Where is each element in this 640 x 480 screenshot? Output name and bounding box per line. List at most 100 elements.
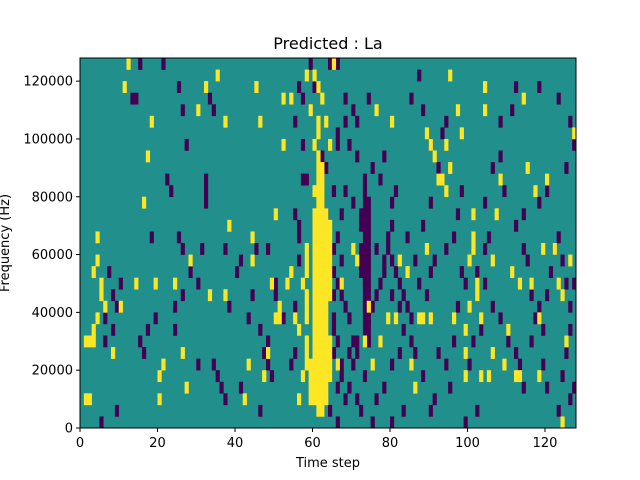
high-cell xyxy=(157,370,162,383)
low-cell xyxy=(366,92,371,105)
low-cell xyxy=(514,347,519,359)
low-cell xyxy=(370,162,375,174)
x-tick-label: 0 xyxy=(76,436,84,451)
high-cell xyxy=(316,358,321,371)
high-cell xyxy=(157,393,162,406)
low-cell xyxy=(114,404,120,417)
high-cell xyxy=(87,393,92,406)
high-cell xyxy=(258,115,263,128)
low-cell xyxy=(545,289,550,302)
high-cell xyxy=(328,277,333,290)
high-cell xyxy=(463,347,468,359)
high-cell xyxy=(312,347,317,359)
low-cell xyxy=(362,323,368,336)
high-cell xyxy=(436,173,441,186)
high-cell xyxy=(328,219,333,232)
high-cell xyxy=(328,289,333,302)
high-cell xyxy=(277,300,282,313)
high-cell xyxy=(428,312,433,325)
high-cell xyxy=(328,138,333,151)
low-cell xyxy=(355,393,360,406)
high-cell xyxy=(355,254,360,267)
low-cell xyxy=(490,300,495,313)
low-cell xyxy=(556,231,561,244)
high-cell xyxy=(324,370,329,383)
high-cell xyxy=(568,254,573,267)
high-cell xyxy=(316,277,321,290)
high-cell xyxy=(246,358,251,371)
high-cell xyxy=(304,358,309,371)
high-cell xyxy=(448,69,453,82)
low-cell xyxy=(409,92,414,105)
high-cell xyxy=(304,69,309,82)
high-cell xyxy=(293,312,298,325)
high-cell xyxy=(145,150,151,163)
high-cell xyxy=(479,312,484,325)
high-cell xyxy=(471,243,476,255)
low-cell xyxy=(343,92,348,105)
low-cell xyxy=(254,243,259,255)
high-cell xyxy=(320,358,325,371)
low-cell xyxy=(401,289,406,302)
high-cell xyxy=(281,92,286,105)
high-cell xyxy=(266,347,271,359)
high-cell xyxy=(308,393,313,406)
low-cell xyxy=(362,243,368,255)
low-cell xyxy=(564,277,569,290)
low-cell xyxy=(378,277,383,290)
low-cell xyxy=(331,289,337,302)
high-cell xyxy=(312,300,317,313)
high-cell xyxy=(444,138,449,151)
high-cell xyxy=(320,404,325,417)
high-cell xyxy=(324,323,329,336)
high-cell xyxy=(328,370,333,383)
low-cell xyxy=(297,254,302,267)
high-cell xyxy=(304,243,309,255)
low-cell xyxy=(308,58,313,70)
low-cell xyxy=(207,92,213,105)
high-cell xyxy=(91,335,96,348)
high-cell xyxy=(556,277,561,290)
high-cell xyxy=(297,323,302,336)
low-cell xyxy=(215,370,220,383)
low-cell xyxy=(366,277,371,290)
high-cell xyxy=(324,219,329,232)
low-cell xyxy=(258,404,263,417)
high-cell xyxy=(370,358,375,371)
low-cell xyxy=(331,266,337,278)
low-cell xyxy=(200,243,205,255)
high-cell xyxy=(285,277,290,290)
high-cell xyxy=(397,254,402,267)
high-cell xyxy=(490,347,495,359)
plot-frame xyxy=(79,57,577,429)
low-cell xyxy=(405,231,410,244)
x-axis-ticks: 0 20 40 60 80 100 120 xyxy=(76,428,557,451)
high-cell xyxy=(83,393,89,406)
y-tick-label: 0 xyxy=(65,422,73,437)
high-cell xyxy=(324,347,329,359)
high-cell xyxy=(328,254,333,267)
high-cell xyxy=(316,312,321,325)
low-cell xyxy=(537,81,542,93)
low-cell xyxy=(378,173,383,186)
high-cell xyxy=(448,162,453,174)
low-cell xyxy=(362,231,368,244)
high-cell xyxy=(316,196,321,209)
low-cell xyxy=(161,58,166,70)
low-cell xyxy=(347,381,352,394)
high-cell xyxy=(316,289,321,302)
high-cell xyxy=(316,162,321,174)
high-cell xyxy=(308,104,313,117)
high-cell xyxy=(324,115,329,128)
low-cell xyxy=(397,300,402,313)
high-cell xyxy=(316,231,321,244)
low-cell xyxy=(103,335,108,348)
high-cell xyxy=(467,300,472,313)
high-cell xyxy=(242,393,247,406)
low-cell xyxy=(153,312,158,325)
low-cell xyxy=(428,196,433,209)
low-cell xyxy=(362,300,368,313)
low-cell xyxy=(568,115,573,128)
high-cell xyxy=(304,312,309,325)
low-cell xyxy=(502,185,507,198)
